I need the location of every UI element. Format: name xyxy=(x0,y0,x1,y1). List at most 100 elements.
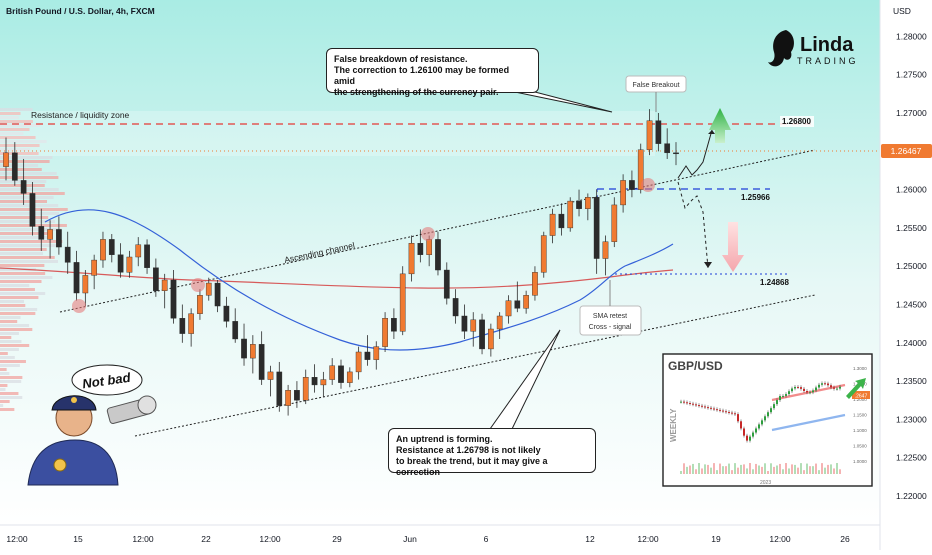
inset-candle xyxy=(788,391,790,395)
volume-profile-bar xyxy=(0,260,59,263)
candle xyxy=(135,237,142,267)
pivot-marker xyxy=(191,278,205,292)
x-tick-label: Jun xyxy=(403,534,417,544)
inset-candle xyxy=(749,436,751,441)
inset-volume-bar xyxy=(731,470,733,474)
volume-profile-bar xyxy=(0,128,30,131)
volume-profile-bar xyxy=(0,204,59,207)
inset-volume-bar xyxy=(692,463,694,474)
candle-body xyxy=(232,321,239,340)
inset-volume-bar xyxy=(833,468,835,474)
pivot-marker xyxy=(641,178,655,192)
volume-profile-bar xyxy=(0,300,24,303)
x-tick-label: 12:00 xyxy=(259,534,281,544)
candle xyxy=(38,208,45,251)
candle-body xyxy=(276,371,283,406)
inset-last-badge xyxy=(852,391,870,399)
inset-volume-bar xyxy=(698,463,700,474)
volume-profile-bar xyxy=(0,296,39,299)
level-label-bg xyxy=(780,116,814,127)
bearish-arrow xyxy=(722,222,744,272)
candle xyxy=(373,341,380,370)
inset-volume-bar xyxy=(764,463,766,474)
candle-body xyxy=(179,318,186,334)
candle-body xyxy=(426,239,433,255)
logo-silhouette-icon xyxy=(768,30,794,67)
inset-volume-bar xyxy=(797,467,799,474)
y-tick-label: 1.25500 xyxy=(896,223,927,233)
candle-body xyxy=(505,300,512,317)
candle-body xyxy=(620,180,626,206)
candle-body xyxy=(602,241,609,259)
inset-volume-bar xyxy=(791,464,793,474)
candle-body xyxy=(496,315,503,330)
candle xyxy=(294,381,300,408)
candle-body xyxy=(443,269,450,299)
inset-candle xyxy=(731,412,733,414)
inset-candle xyxy=(698,405,700,407)
candle xyxy=(20,158,27,205)
candle-body xyxy=(346,371,353,383)
volume-profile-bar xyxy=(0,264,45,267)
inset-volume-bar xyxy=(776,465,778,474)
projection-down-arrowhead xyxy=(704,262,712,268)
candle xyxy=(241,323,247,366)
candle xyxy=(461,304,468,339)
candle xyxy=(82,270,89,307)
candle xyxy=(346,367,353,388)
candle xyxy=(655,113,662,152)
volume-profile-bar xyxy=(0,308,38,311)
candle xyxy=(302,369,309,405)
inset-volume-bar xyxy=(728,463,730,474)
candle-body xyxy=(320,379,327,386)
inset-volume-bar xyxy=(713,463,715,474)
candle xyxy=(11,142,18,186)
candle xyxy=(338,359,344,389)
candle-body xyxy=(399,273,406,332)
inset-candle xyxy=(812,390,814,393)
time-axis-background xyxy=(0,525,880,550)
inset-candle xyxy=(737,414,739,422)
projection-up-arrowhead xyxy=(708,130,715,134)
volume-profile-bar xyxy=(0,324,30,327)
inset-candle xyxy=(773,404,775,409)
candle-body xyxy=(73,262,80,294)
inset-volume-bar xyxy=(785,463,787,474)
candle xyxy=(408,235,415,282)
volume-profile-bar xyxy=(0,176,59,179)
candle-body xyxy=(294,390,300,401)
inset-volume-bar xyxy=(809,466,811,474)
inset-volume-bar xyxy=(773,466,775,474)
candle xyxy=(549,208,556,244)
volume-profile-bar xyxy=(0,356,15,359)
volume-profile-bar xyxy=(0,212,59,215)
candle-body xyxy=(382,318,388,347)
inset-candle xyxy=(821,383,823,385)
inset-candle xyxy=(767,412,769,417)
candle xyxy=(311,364,318,393)
y-tick-label: 1.22000 xyxy=(896,491,927,501)
volume-profile-bar xyxy=(0,364,20,367)
inset-volume-bar xyxy=(734,463,736,474)
volume-profile-bar xyxy=(0,240,63,243)
callout-line: An uptrend is forming. xyxy=(396,434,493,444)
volume-profile-bar xyxy=(0,384,8,387)
cartoon-cap-badge-icon xyxy=(71,397,77,403)
candle xyxy=(540,231,547,278)
inset-volume-bar xyxy=(830,464,832,474)
inset-candle xyxy=(716,409,718,411)
logo-name: Linda xyxy=(800,34,854,56)
volume-profile-bar xyxy=(0,388,6,391)
y-tick-label: 1.23500 xyxy=(896,376,927,386)
candle-body xyxy=(249,344,256,359)
volume-profile-bar xyxy=(0,108,33,111)
inset-volume-bar xyxy=(740,464,742,474)
candle-body xyxy=(646,120,653,150)
level-label-target: 1.24868 xyxy=(760,278,789,287)
candle-body xyxy=(479,319,485,350)
y-tick-label: 1.26000 xyxy=(896,185,927,195)
callout-false-breakdown: False breakdown of resistance. The corre… xyxy=(326,48,539,97)
volume-profile-bar xyxy=(0,124,40,127)
inset-candle xyxy=(815,387,817,391)
inset-candle xyxy=(683,401,685,403)
